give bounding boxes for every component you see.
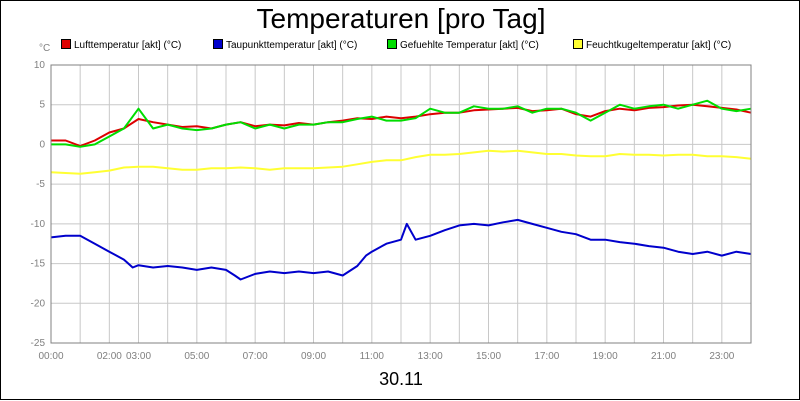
plot-border [50, 64, 752, 344]
legend-item-lufttemperatur: Lufttemperatur [akt] (°C) [61, 39, 181, 53]
series-line-2 [51, 99, 752, 148]
y-tick-label: -25 [31, 338, 46, 349]
x-tick-label: 15:00 [476, 351, 501, 362]
x-tick-label: 17:00 [534, 351, 559, 362]
y-tick-label: -10 [31, 219, 46, 230]
legend-item-taupunkttemperatur: Taupunkttemperatur [akt] (°C) [213, 39, 357, 53]
y-tick-label: -5 [36, 179, 45, 190]
series-line-1 [50, 218, 752, 281]
legend-item-gefuehlte-temperatur: Gefuehlte Temperatur [akt] (°C) [387, 39, 539, 53]
x-tick-label: 09:00 [301, 351, 326, 362]
chart-title: Temperaturen [pro Tag] [256, 3, 546, 34]
x-tick-label: 13:00 [418, 351, 443, 362]
legend-swatch-taupunkttemperatur [213, 39, 223, 50]
y-tick-label: 5 [39, 100, 45, 111]
y-tick-label: -15 [31, 259, 46, 270]
y-axis-unit: °C [39, 43, 51, 54]
legend-swatch-feuchtkugeltemperatur [573, 39, 583, 50]
y-tick-label: -20 [31, 298, 46, 309]
x-tick-label: 07:00 [243, 351, 268, 362]
legend-item-feuchtkugeltemperatur: Feuchtkugeltemperatur [akt] (°C) [573, 39, 731, 53]
legend-label-gefuehlte-temperatur: Gefuehlte Temperatur [akt] (°C) [400, 40, 539, 51]
series-line-3 [50, 149, 752, 175]
legend-label-feuchtkugeltemperatur: Feuchtkugeltemperatur [akt] (°C) [586, 40, 732, 51]
date-label: 30.11 [379, 369, 423, 389]
legend-swatch-lufttemperatur [61, 39, 71, 50]
x-tick-label: 02:00 [97, 351, 122, 362]
x-tick-label: 11:00 [360, 351, 385, 362]
x-tick-label: 05:00 [184, 351, 209, 362]
x-tick-label: 21:00 [651, 351, 676, 362]
legend-label-taupunkttemperatur: Taupunkttemperatur [akt] (°C) [226, 40, 358, 51]
x-tick-label: 00:00 [38, 351, 63, 362]
y-tick-label: 0 [39, 139, 45, 150]
legend-label-lufttemperatur: Lufttemperatur [akt] (°C) [74, 40, 182, 51]
x-tick-label: 23:00 [709, 351, 734, 362]
y-tick-label: 10 [34, 60, 46, 71]
x-tick-label: 03:00 [126, 351, 151, 362]
x-tick-label: 19:00 [593, 351, 618, 362]
legend-swatch-gefuehlte-temperatur [387, 39, 397, 50]
